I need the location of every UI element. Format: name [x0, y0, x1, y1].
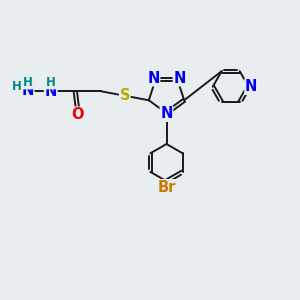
Text: H: H	[23, 76, 32, 89]
Text: H: H	[46, 76, 56, 89]
Text: N: N	[245, 79, 257, 94]
Text: S: S	[120, 88, 130, 103]
Text: N: N	[21, 83, 34, 98]
Text: N: N	[173, 71, 186, 86]
Text: H: H	[12, 80, 22, 93]
Text: N: N	[147, 71, 160, 86]
Text: Br: Br	[157, 180, 176, 195]
Text: N: N	[44, 84, 57, 99]
Text: O: O	[71, 107, 84, 122]
Text: N: N	[160, 106, 173, 121]
